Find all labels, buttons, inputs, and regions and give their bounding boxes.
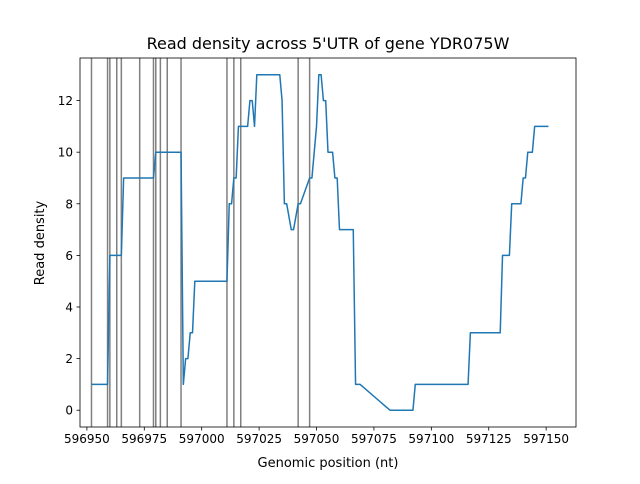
x-tick-label: 597050 <box>294 432 340 446</box>
x-tick-label: 597075 <box>351 432 397 446</box>
series-line <box>91 74 549 411</box>
x-tick-label: 597150 <box>523 432 569 446</box>
x-tick-label: 597000 <box>179 432 225 446</box>
y-tick-label: 12 <box>58 94 73 108</box>
x-tick-label: 596975 <box>121 432 167 446</box>
x-tick-label: 597125 <box>466 432 512 446</box>
y-tick-label: 0 <box>65 404 73 418</box>
x-tick-label: 596950 <box>64 432 110 446</box>
y-tick-label: 4 <box>65 301 73 315</box>
y-tick-label: 8 <box>65 197 73 211</box>
x-tick-label: 597025 <box>236 432 282 446</box>
y-axis-label: Read density <box>33 200 48 285</box>
x-axis-label: Genomic position (nt) <box>258 456 399 471</box>
y-tick-label: 2 <box>65 352 73 366</box>
y-tick-label: 6 <box>65 249 73 263</box>
chart-title: Read density across 5'UTR of gene YDR075… <box>147 34 510 53</box>
y-tick-label: 10 <box>58 146 73 160</box>
x-tick-label: 597100 <box>408 432 454 446</box>
plot-frame <box>79 57 577 428</box>
